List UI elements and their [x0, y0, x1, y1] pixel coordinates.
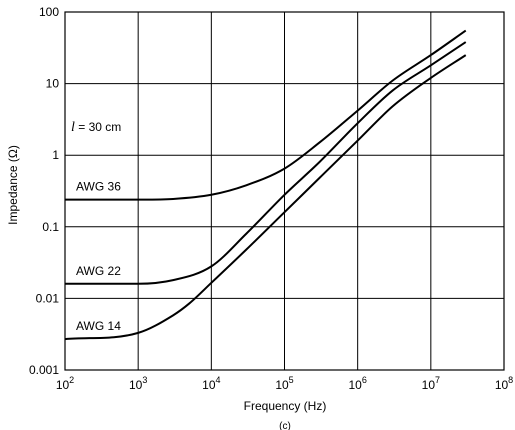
x-tick-label: 107	[422, 375, 440, 392]
x-tick-base: 10	[422, 378, 436, 392]
y-axis-label: Impedance (Ω)	[6, 145, 20, 225]
grid-layer	[65, 12, 504, 370]
x-tick-label: 103	[129, 375, 147, 392]
x-tick-exponent: 7	[435, 375, 440, 385]
x-tick-exponent: 2	[69, 375, 74, 385]
x-tick-exponent: 3	[142, 375, 147, 385]
series-label-awg-22: AWG 22	[76, 264, 121, 278]
x-tick-base: 10	[495, 378, 509, 392]
x-tick-exponent: 4	[216, 375, 221, 385]
plot-frame	[64, 11, 505, 371]
x-tick-exponent: 6	[362, 375, 367, 385]
y-tick-label: 0.001	[29, 363, 59, 377]
y-tick-label: 0.01	[36, 291, 60, 305]
y-tick-label: 10	[46, 77, 60, 91]
x-tick-label: 104	[202, 375, 220, 392]
x-tick-exponent: 5	[289, 375, 294, 385]
annotation-value: = 30 cm	[75, 120, 121, 134]
x-axis-label: Frequency (Hz)	[244, 399, 327, 413]
y-tick-label: 1	[52, 148, 59, 162]
x-tick-exponent: 8	[508, 375, 513, 385]
curve-awg-14	[64, 54, 467, 341]
series-label-awg-14: AWG 14	[76, 319, 121, 333]
x-tick-base: 10	[129, 378, 143, 392]
x-tick-label: 108	[495, 375, 513, 392]
length-annotation: l = 30 cm	[71, 120, 121, 135]
curve-awg-36	[65, 29, 467, 201]
curve-layer	[64, 29, 467, 341]
curve-awg-22	[65, 41, 467, 285]
y-tick-label: 100	[39, 5, 59, 19]
series-labels: AWG 36 AWG 22 AWG 14	[76, 180, 121, 334]
x-tick-base: 10	[56, 378, 70, 392]
figure-caption: (c)	[279, 421, 291, 430]
y-tick-label: 0.1	[42, 220, 59, 234]
x-tick-label: 102	[56, 375, 74, 392]
x-tick-label: 105	[275, 375, 293, 392]
x-tick-base: 10	[275, 378, 289, 392]
x-tick-base: 10	[202, 378, 216, 392]
x-tick-base: 10	[348, 378, 362, 392]
series-label-awg-36: AWG 36	[76, 180, 121, 194]
x-tick-label: 106	[348, 375, 366, 392]
